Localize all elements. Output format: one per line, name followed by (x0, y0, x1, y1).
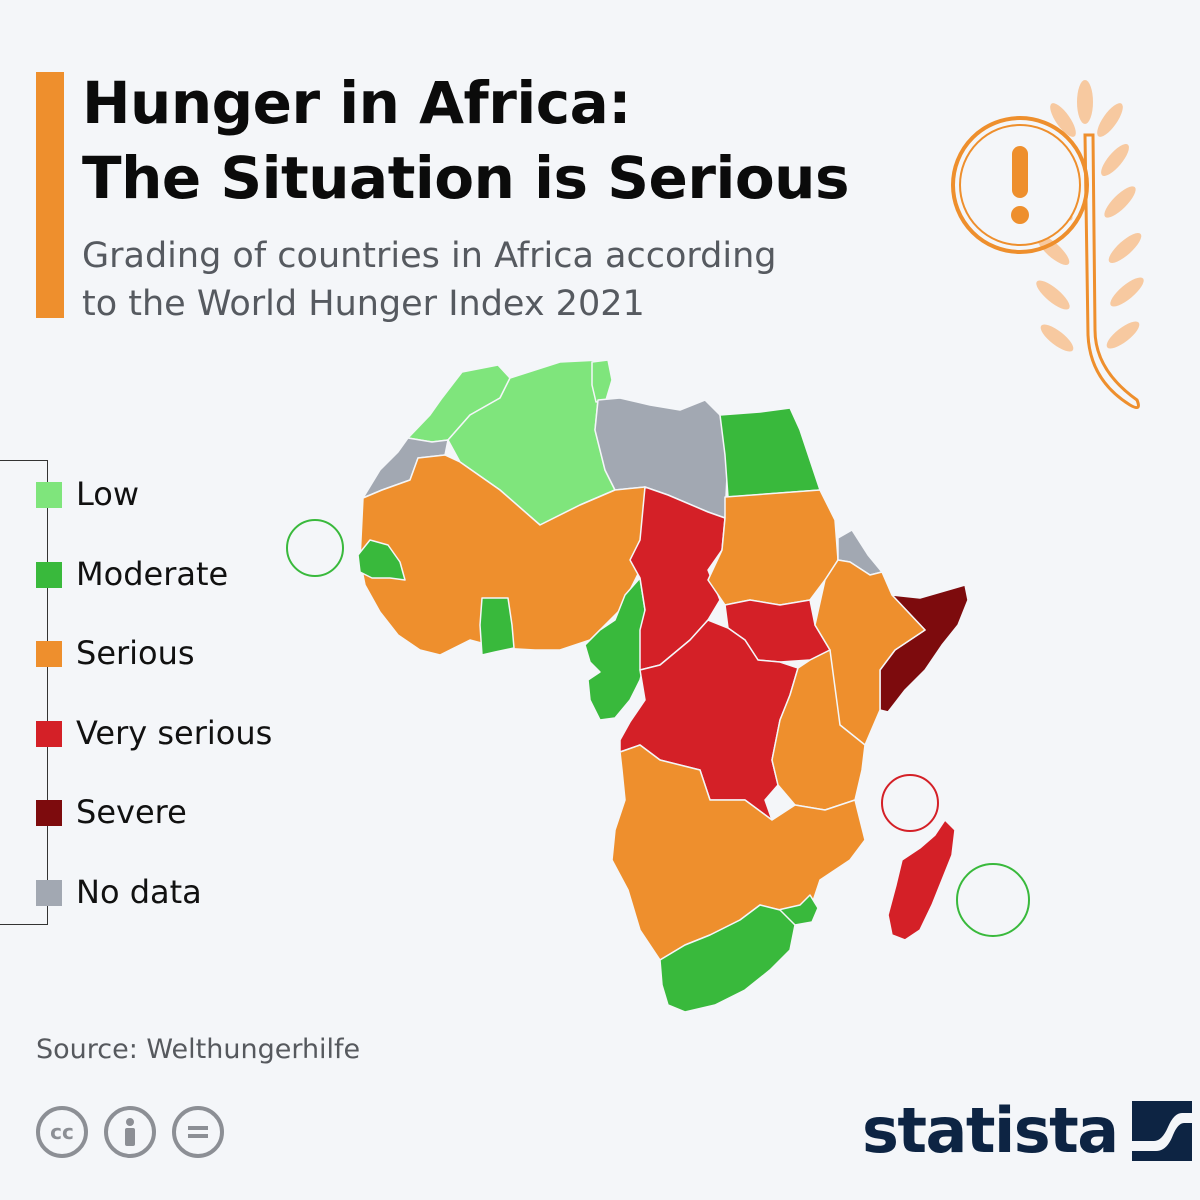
region-madagascar (887, 819, 956, 941)
legend-item-moderate: Moderate (36, 554, 272, 634)
callout-circle-comoros (881, 774, 939, 832)
legend-item-serious: Serious (36, 633, 272, 713)
legend-item-low: Low (36, 474, 272, 554)
page-subtitle: Grading of countries in Africa according… (82, 232, 842, 328)
legend-label-moderate: Moderate (76, 554, 229, 593)
attribution-icon[interactable] (104, 1106, 156, 1158)
region-sudan (707, 489, 839, 606)
legend-swatch-moderate (36, 561, 62, 588)
legend-item-severe: Severe (36, 792, 272, 872)
brand-name: statista (862, 1094, 1119, 1167)
legend-swatch-low (36, 482, 62, 508)
small-island-callouts (286, 519, 1030, 937)
warning-icon (951, 116, 1089, 254)
callout-circle-mauritius (956, 863, 1030, 937)
no-derivatives-icon[interactable] (172, 1106, 224, 1158)
legend-item-very-serious: Very serious (36, 713, 272, 793)
wheat-warning-illustration (951, 80, 1144, 410)
statista-logo[interactable]: statista (862, 1096, 1192, 1166)
creative-commons-icon[interactable]: cc (36, 1106, 88, 1158)
page-title: Hunger in Africa: The Situation is Serio… (82, 66, 849, 216)
title-line-1: Hunger in Africa: (82, 69, 631, 137)
region-ghana (479, 597, 515, 656)
region-egypt (719, 407, 821, 498)
legend-swatch-no-data (36, 879, 62, 906)
accent-bar (36, 72, 64, 318)
legend-swatch-very-serious (36, 720, 62, 747)
region-south-africa (659, 904, 796, 1013)
source-note: Source: Welthungerhilfe (36, 1034, 361, 1065)
legend-label-very-serious: Very serious (76, 713, 273, 752)
region-tunisia (591, 359, 613, 403)
legend-label-severe: Severe (76, 793, 187, 831)
legend-label-serious: Serious (76, 634, 195, 672)
statista-logo-icon (1131, 1101, 1192, 1161)
callout-circle-west (286, 519, 344, 577)
legend-item-no-data: No data (36, 872, 272, 952)
legend-swatch-serious (36, 641, 62, 667)
person-icon (125, 1118, 135, 1146)
title-line-2: The Situation is Serious (82, 144, 849, 212)
subtitle-line-2: to the World Hunger Index 2021 (82, 284, 645, 324)
legend-bracket (0, 460, 48, 925)
legend: Low Moderate Serious Very serious Severe… (36, 474, 272, 951)
legend-label-no-data: No data (76, 872, 202, 911)
equals-icon (188, 1126, 208, 1138)
subtitle-line-1: Grading of countries in Africa according (82, 236, 777, 276)
license-icons: cc (36, 1106, 224, 1158)
region-senegal (357, 539, 406, 581)
legend-swatch-severe (36, 800, 62, 826)
legend-label-low: Low (76, 475, 140, 513)
wheat-stem (1083, 133, 1140, 410)
